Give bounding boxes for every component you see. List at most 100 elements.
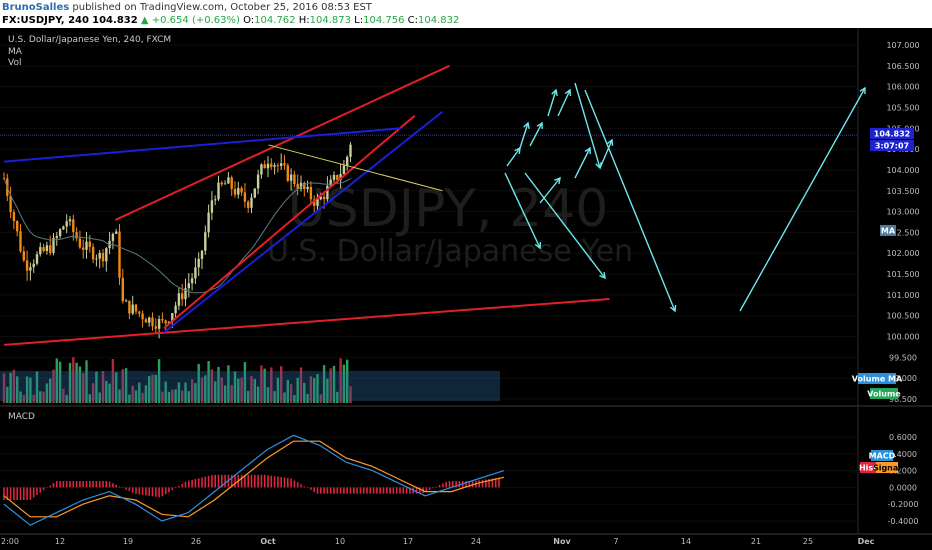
trendline-red	[114, 64, 450, 221]
candle-body	[68, 219, 72, 222]
volume-bar	[141, 392, 144, 403]
price-axis[interactable]: 107.000106.500106.000105.500105.000104.5…	[886, 41, 919, 526]
candle-body	[12, 212, 16, 222]
candle-body	[35, 254, 39, 264]
volume-bar	[6, 386, 9, 403]
volume-bar	[144, 385, 148, 403]
candle-body	[283, 163, 286, 166]
time-tick: 7	[613, 537, 618, 546]
macd-tick: 0.0000	[889, 483, 917, 492]
author-link[interactable]: BrunoSalles	[2, 2, 70, 13]
time-tick: 14	[681, 537, 691, 546]
candle-body	[19, 231, 22, 252]
countdown-badge: 3:07:07	[875, 142, 909, 151]
macd-badge: MACD	[869, 452, 896, 461]
candle-body	[157, 319, 161, 329]
volume-bar	[121, 369, 124, 403]
macd-tick: 0.2000	[889, 467, 917, 476]
candle-body	[138, 311, 141, 314]
candle-body	[256, 174, 260, 189]
candle-body	[131, 304, 134, 314]
price-tick: 102.000	[886, 249, 919, 258]
time-tick: 25	[803, 537, 813, 546]
macd-pane	[0, 434, 858, 526]
trendline-yellow	[268, 144, 443, 192]
price-badge-bg	[870, 128, 914, 139]
volume-bar	[161, 391, 164, 403]
watermark-symbol: USDJPY, 240	[288, 179, 609, 239]
hist-badge-bg	[860, 462, 876, 473]
candle-body	[250, 197, 253, 208]
candle-body	[263, 164, 266, 169]
price-tick: 99.000	[889, 374, 917, 383]
candle-body	[65, 221, 68, 227]
publish-line: BrunoSalles published on TradingView.com…	[2, 1, 372, 14]
chart-header: BrunoSalles published on TradingView.com…	[0, 0, 932, 28]
volume-bar	[39, 391, 42, 403]
volume-bar	[194, 383, 197, 403]
trendlines[interactable]	[3, 64, 610, 346]
volume-bar	[346, 359, 349, 403]
candle-body	[207, 212, 210, 233]
time-tick: 24	[471, 537, 481, 546]
candle-body	[154, 326, 157, 329]
price-tick: 106.000	[886, 83, 919, 92]
projection-arrows[interactable]	[504, 82, 866, 313]
published-text: published on TradingView.com, October 25…	[72, 2, 372, 13]
time-axis[interactable]: 2:00 12 19 26 Oct 10 17 24 Nov 7 14 21 25 Dec	[1, 537, 875, 546]
volume-bar	[332, 365, 336, 403]
candle-body	[197, 258, 200, 268]
candle-body	[306, 186, 309, 190]
candle-body	[105, 248, 108, 262]
time-tick: Dec	[858, 537, 875, 546]
candle-body	[187, 283, 190, 289]
volume-bar	[316, 374, 319, 403]
volume-bar	[253, 379, 256, 403]
volume-bar	[187, 391, 190, 403]
volume-bar	[19, 391, 22, 403]
projection-arrowhead	[669, 304, 677, 313]
volume-bar	[260, 365, 263, 403]
volume-bar	[128, 394, 131, 403]
signal-badge-bg	[876, 462, 898, 473]
volume-bar	[75, 362, 78, 403]
price-tick: 103.500	[886, 187, 919, 196]
time-tick: 21	[751, 537, 761, 546]
projection-arrow	[529, 122, 543, 147]
price-tick: 100.000	[886, 333, 919, 342]
volume-bar	[256, 386, 260, 403]
change-arrow-icon: ▲	[140, 15, 149, 26]
projection-arrowhead	[599, 271, 606, 280]
candle-body	[309, 186, 313, 200]
volume-bar	[283, 392, 286, 403]
price-tick: 107.000	[886, 41, 919, 50]
grid	[0, 28, 932, 535]
projection-arrow	[557, 89, 571, 117]
ma-legend[interactable]: MA	[8, 47, 22, 57]
volume-bar	[167, 391, 171, 403]
volume-bar	[25, 376, 29, 403]
projection-arrow	[574, 147, 591, 179]
volume-bar	[181, 390, 184, 403]
volume-bar	[124, 368, 128, 403]
projection-arrow	[539, 177, 561, 204]
volume-bar	[118, 389, 121, 403]
moving-average	[3, 178, 351, 294]
candle-body	[227, 177, 230, 184]
projection-arrowhead	[523, 121, 530, 130]
candle-body	[118, 231, 121, 278]
price-tick: 106.500	[886, 62, 919, 71]
trendline-blue	[163, 110, 444, 334]
volume-bar	[223, 385, 227, 403]
candle-body	[164, 320, 167, 324]
chart-canvas[interactable]: USDJPY, 240 U.S. Dollar/Japanese Yen 107…	[0, 28, 932, 550]
volume-bar	[62, 388, 65, 403]
symbol-label[interactable]: FX:USDJPY, 240	[2, 15, 89, 26]
vol-legend[interactable]: Vol	[8, 58, 22, 68]
price-tick: 105.500	[886, 103, 919, 112]
volume-bar	[101, 371, 105, 403]
volume-bar	[190, 379, 194, 403]
macd-legend[interactable]: MACD	[8, 412, 35, 422]
open-value: 104.762	[254, 15, 296, 26]
time-tick: 10	[335, 537, 345, 546]
